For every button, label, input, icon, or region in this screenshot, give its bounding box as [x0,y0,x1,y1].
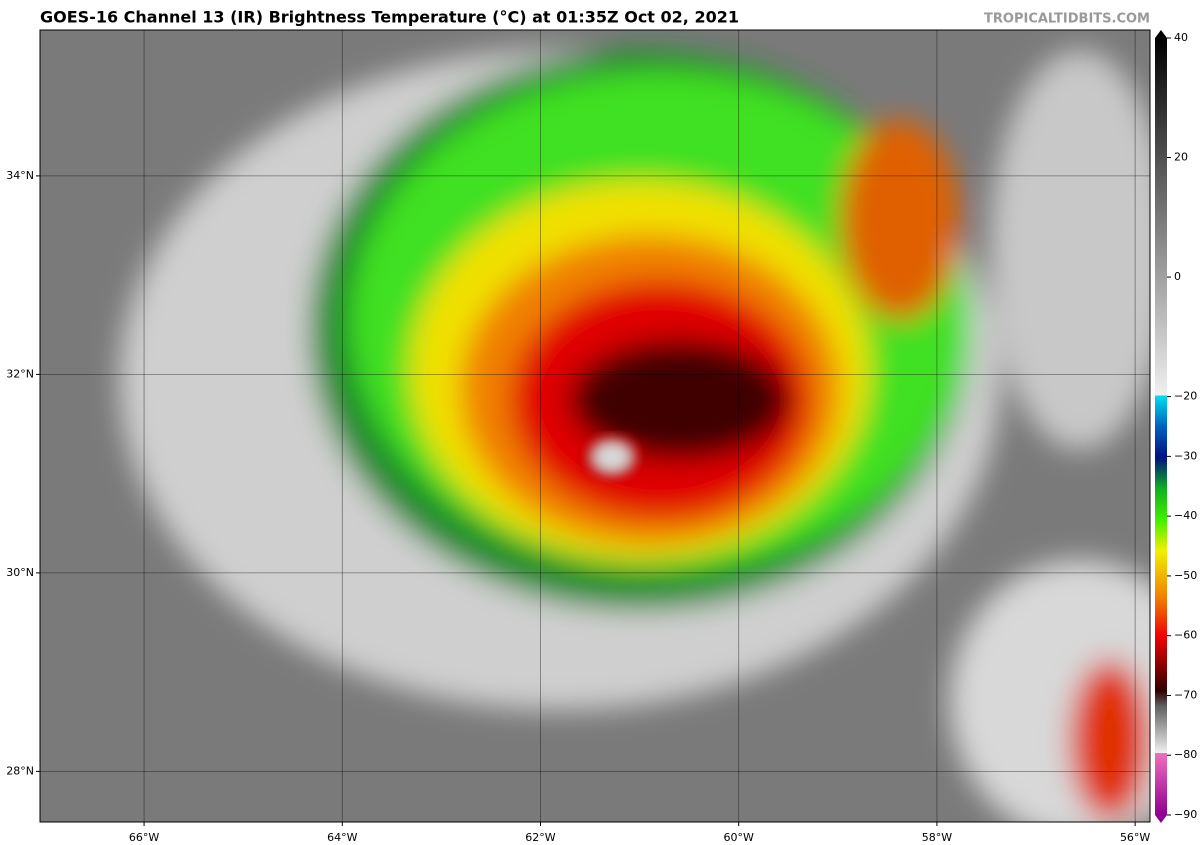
colorbar [1155,38,1167,815]
lon-tick-label: 64°W [327,831,357,844]
colorbar-tick-label: −90 [1174,808,1197,821]
lat-tick-label: 32°N [6,367,34,380]
lat-tick-label: 28°N [6,764,34,777]
colorbar-tick-label: −50 [1174,569,1197,582]
colorbar-tick-label: −80 [1174,748,1197,761]
colorbar-extend-bottom [1155,815,1167,823]
colorbar-tick-label: −40 [1174,509,1197,522]
colorbar-tick-label: 0 [1174,270,1181,283]
lat-tick-label: 34°N [6,169,34,182]
lon-tick-label: 56°W [1120,831,1150,844]
colorbar-extend-top [1155,30,1167,38]
lat-tick-label: 30°N [6,566,34,579]
colorbar-tick-label: 40 [1174,31,1188,44]
colorbar-tick-label: −70 [1174,688,1197,701]
lon-tick-label: 66°W [129,831,159,844]
lon-tick-label: 62°W [525,831,555,844]
colorbar-tick-label: −20 [1174,390,1197,403]
colorbar-tick-label: −60 [1174,629,1197,642]
satellite-image [40,30,1150,822]
map-frame [39,29,1151,823]
lon-tick-label: 58°W [922,831,952,844]
source-watermark: TROPICALTIDBITS.COM [984,12,1150,27]
colorbar-tick-label: 20 [1174,151,1188,164]
colorbar-tick-label: −30 [1174,449,1197,462]
lon-tick-label: 60°W [724,831,754,844]
title: GOES-16 Channel 13 (IR) Brightness Tempe… [40,8,739,27]
